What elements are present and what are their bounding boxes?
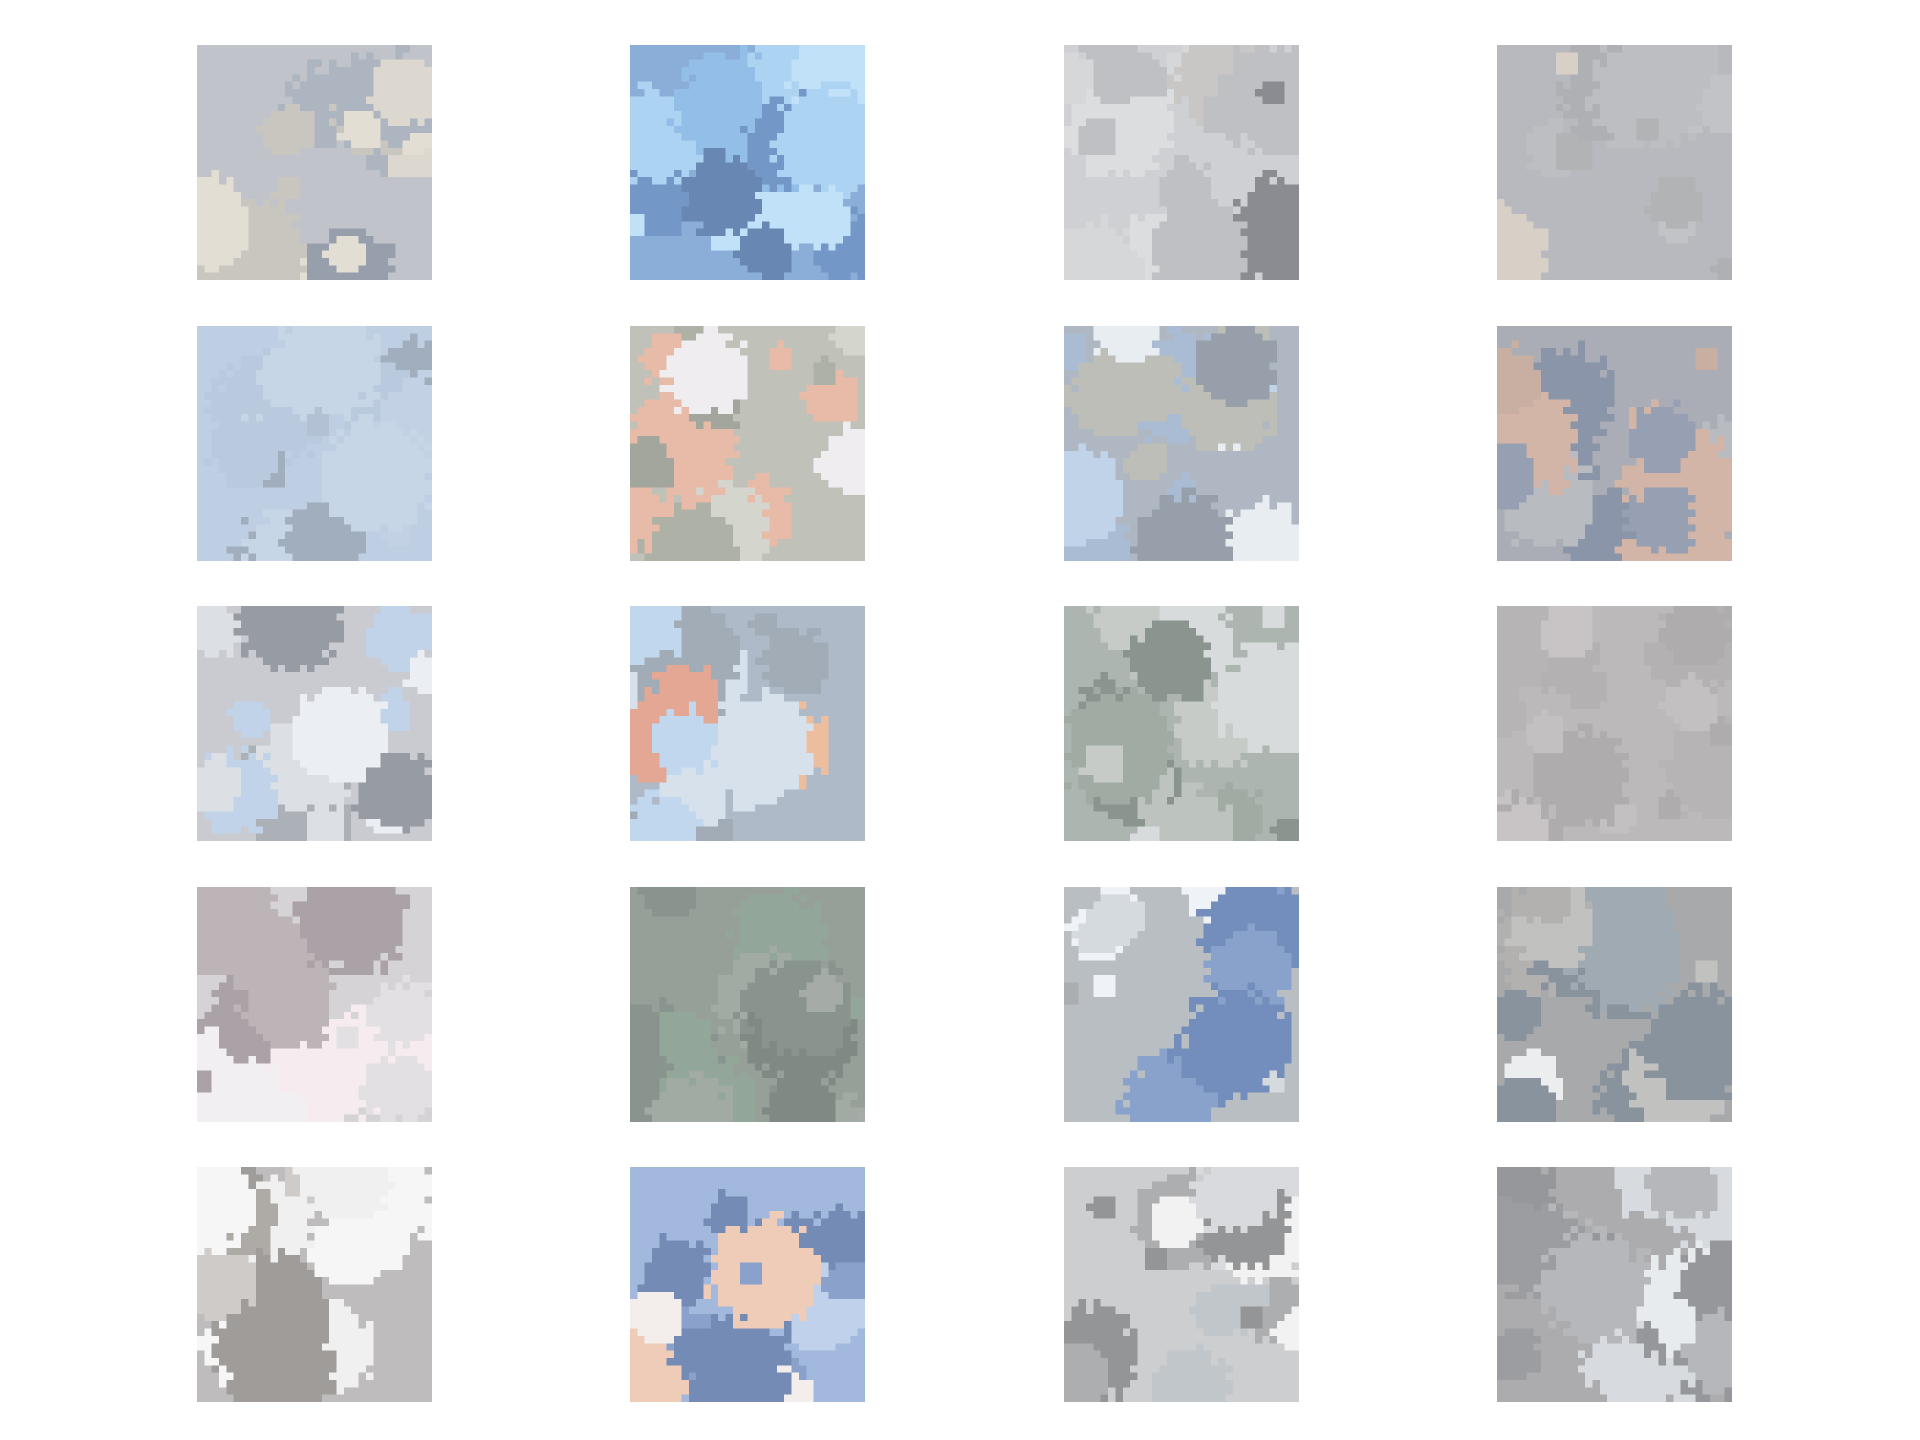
image-tile-19 (1064, 1167, 1299, 1402)
image-tile-10-pixels (630, 606, 865, 841)
image-tile-4 (1497, 45, 1732, 280)
image-tile-16 (1497, 887, 1732, 1122)
image-tile-1-pixels (197, 45, 432, 280)
image-tile-7 (1064, 326, 1299, 561)
image-tile-1 (197, 45, 432, 280)
image-tile-13 (197, 887, 432, 1122)
image-tile-9 (197, 606, 432, 841)
image-tile-2-pixels (630, 45, 865, 280)
image-tile-6 (630, 326, 865, 561)
image-tile-13-pixels (197, 887, 432, 1122)
image-tile-11 (1064, 606, 1299, 841)
image-tile-18-pixels (630, 1167, 865, 1402)
image-tile-2 (630, 45, 865, 280)
image-tile-15 (1064, 887, 1299, 1122)
image-tile-12-pixels (1497, 606, 1732, 841)
image-tile-12 (1497, 606, 1732, 841)
image-tile-17 (197, 1167, 432, 1402)
image-tile-18 (630, 1167, 865, 1402)
image-tile-5 (197, 326, 432, 561)
image-tile-7-pixels (1064, 326, 1299, 561)
image-tile-11-pixels (1064, 606, 1299, 841)
image-tile-19-pixels (1064, 1167, 1299, 1402)
image-tile-8 (1497, 326, 1732, 561)
image-tile-20-pixels (1497, 1167, 1732, 1402)
image-tile-3-pixels (1064, 45, 1299, 280)
image-tile-6-pixels (630, 326, 865, 561)
image-tile-17-pixels (197, 1167, 432, 1402)
image-tile-14 (630, 887, 865, 1122)
image-tile-5-pixels (197, 326, 432, 561)
image-tile-16-pixels (1497, 887, 1732, 1122)
image-tile-8-pixels (1497, 326, 1732, 561)
image-tile-14-pixels (630, 887, 865, 1122)
image-tile-4-pixels (1497, 45, 1732, 280)
image-tile-20 (1497, 1167, 1732, 1402)
image-tile-10 (630, 606, 865, 841)
image-tile-9-pixels (197, 606, 432, 841)
image-tile-3 (1064, 45, 1299, 280)
image-tile-15-pixels (1064, 887, 1299, 1122)
